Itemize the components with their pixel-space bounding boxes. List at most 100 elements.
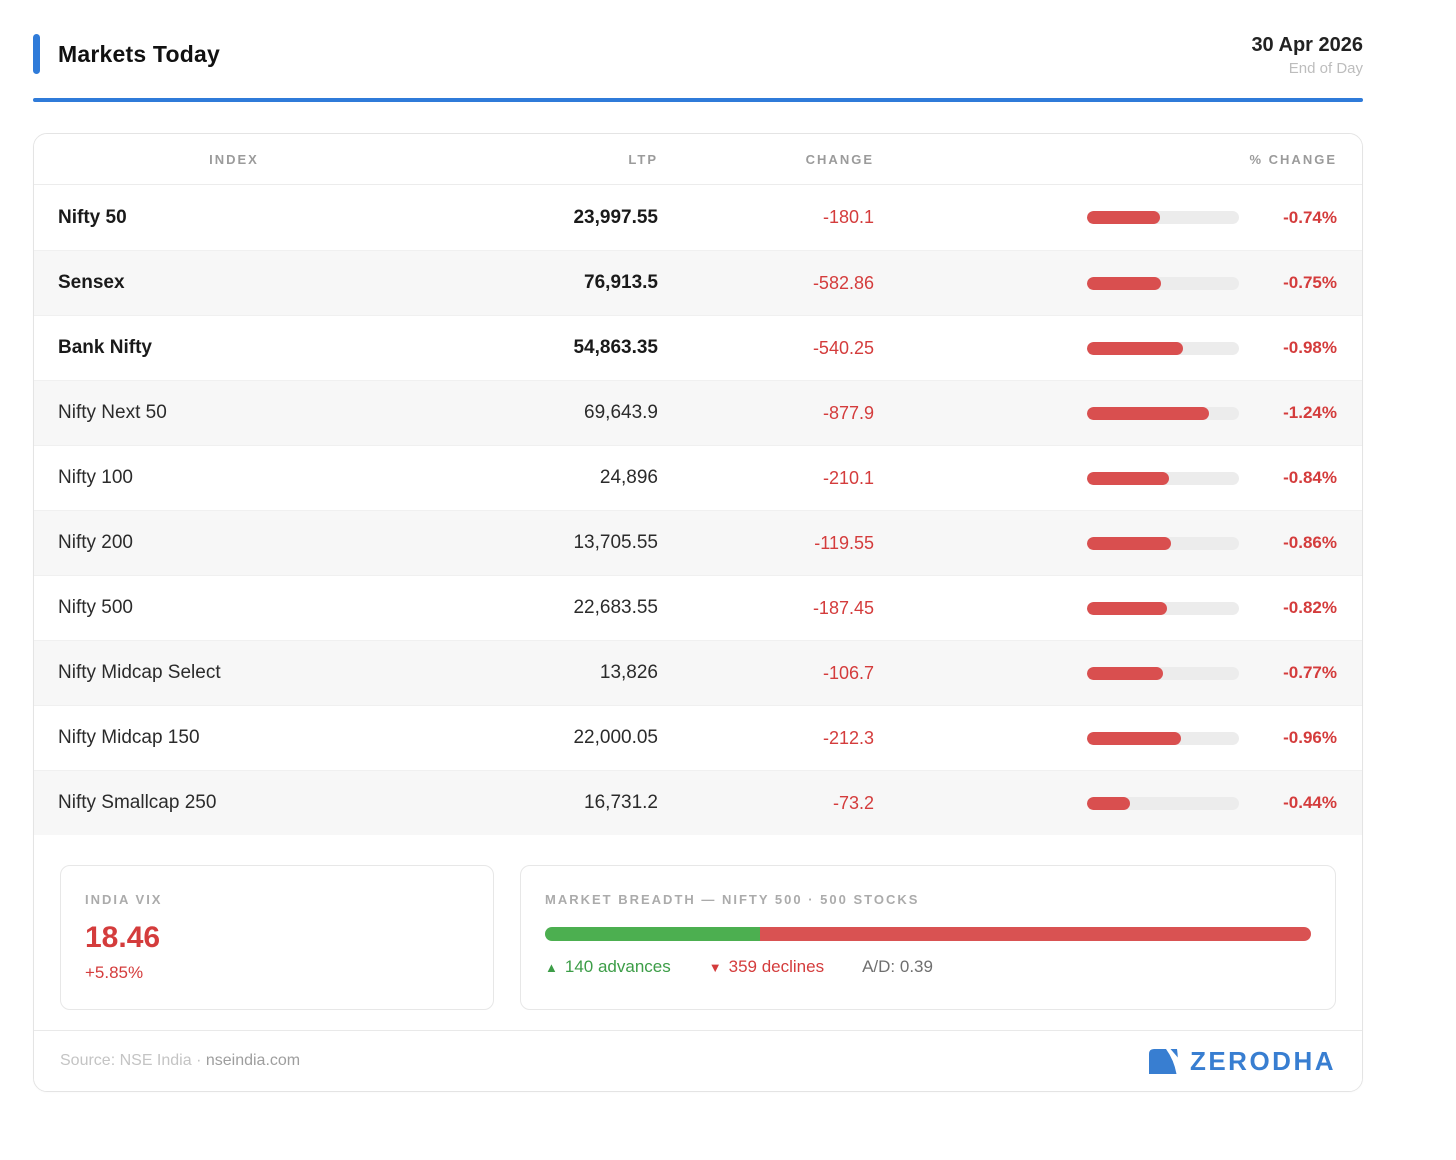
change-value: -582.86 [812, 272, 874, 293]
pct-change-value: -0.82% [1283, 598, 1337, 617]
pct-bar-fill [1087, 471, 1170, 485]
up-arrow-icon: ▲ [545, 960, 558, 975]
index-name: Nifty 500 [58, 597, 133, 618]
breadth-title: MARKET BREADTH — NIFTY 500 · 500 STOCKS [545, 892, 920, 907]
ltp-value: 24,896 [599, 467, 658, 488]
pct-change-value: -0.77% [1283, 663, 1337, 682]
pct-bar-fill [1087, 341, 1184, 355]
table-row: Nifty 200 13,705.55 -119.55 -0.86% [34, 510, 1362, 575]
table-row: Nifty Midcap 150 22,000.05 -212.3 -0.96% [34, 705, 1362, 770]
masthead: Markets Today 30 Apr 2026 End of Day [33, 34, 1363, 77]
ltp-value: 54,863.35 [573, 337, 658, 358]
table-body: Nifty 50 23,997.55 -180.1 -0.74% Sensex … [34, 185, 1362, 835]
pct-change-cell: -0.44% [874, 793, 1362, 813]
page-title: Markets Today [58, 40, 220, 67]
index-name: Nifty 200 [58, 532, 133, 553]
advances-label: 140 advances [564, 957, 671, 976]
declines-stat: ▼ 359 declines [709, 957, 824, 977]
pct-bar-track [1087, 731, 1239, 745]
change-value: -877.9 [822, 402, 874, 423]
table-header-row: INDEX LTP CHANGE % CHANGE [34, 134, 1362, 185]
header-rule [33, 98, 1363, 102]
pct-bar-track [1087, 406, 1239, 420]
index-name: Nifty Smallcap 250 [58, 792, 217, 813]
index-name: Nifty Midcap Select [58, 662, 221, 683]
ltp-value: 13,826 [599, 662, 658, 683]
col-header-ltp: LTP [628, 151, 658, 167]
report-subtitle: End of Day [1288, 60, 1363, 77]
vix-title: INDIA VIX [85, 892, 163, 907]
pct-bar-fill [1087, 601, 1168, 615]
declines-bar-segment [759, 927, 1311, 941]
pct-change-value: -0.84% [1283, 468, 1337, 487]
index-name: Nifty Next 50 [58, 402, 167, 423]
ad-ratio: A/D: 0.39 [862, 957, 933, 976]
report-date: 30 Apr 2026 [1251, 34, 1363, 56]
declines-label: 359 declines [728, 957, 825, 976]
ltp-value: 76,913.5 [584, 272, 658, 293]
index-name: Bank Nifty [58, 337, 152, 358]
pct-change-value: -0.96% [1283, 728, 1337, 747]
change-value: -180.1 [822, 207, 874, 227]
ltp-value: 22,683.55 [573, 597, 658, 618]
ltp-value: 69,643.9 [584, 402, 658, 423]
change-value: -106.7 [822, 662, 874, 683]
zerodha-logo-icon [1148, 1049, 1178, 1074]
pct-change-cell: -0.77% [874, 663, 1362, 683]
indices-card: INDEX LTP CHANGE % CHANGE Nifty 50 23,99… [33, 133, 1363, 1092]
pct-bar-fill [1087, 536, 1172, 550]
stats-section: INDIA VIX 18.46 +5.85% MARKET BREADTH — … [34, 835, 1362, 1030]
pct-change-cell: -0.96% [874, 728, 1362, 748]
index-name: Nifty 50 [58, 206, 127, 228]
pct-change-value: -0.86% [1283, 533, 1337, 552]
market-breadth-card: MARKET BREADTH — NIFTY 500 · 500 STOCKS … [520, 865, 1336, 1010]
markets-today-page: Markets Today 30 Apr 2026 End of Day IND… [33, 34, 1363, 1092]
advances-stat: ▲ 140 advances [545, 957, 671, 977]
pct-change-value: -0.74% [1283, 207, 1337, 227]
change-value: -540.25 [812, 337, 874, 358]
source-text: Source: NSE India · nseindia.com [60, 1052, 300, 1070]
change-value: -212.3 [822, 727, 874, 748]
pct-bar-track [1087, 471, 1239, 485]
pct-change-value: -1.24% [1283, 403, 1337, 422]
india-vix-card: INDIA VIX 18.46 +5.85% [60, 865, 494, 1010]
breadth-stats: ▲ 140 advances ▼ 359 declines A/D: 0.39 [545, 957, 1311, 977]
pct-change-cell: -0.86% [874, 533, 1362, 553]
pct-bar-track [1087, 211, 1239, 224]
index-name: Nifty 100 [58, 467, 133, 488]
ltp-value: 23,997.55 [573, 206, 658, 228]
col-header-pct-change: % CHANGE [1249, 151, 1337, 167]
col-header-change: CHANGE [805, 151, 874, 167]
pct-bar-track [1087, 601, 1239, 615]
advances-bar-segment [545, 927, 760, 941]
pct-bar-fill [1087, 731, 1182, 745]
table-row: Bank Nifty 54,863.35 -540.25 -0.98% [34, 315, 1362, 380]
ltp-value: 13,705.55 [573, 532, 658, 553]
pct-change-cell: -0.75% [874, 273, 1362, 293]
pct-bar-track [1087, 341, 1239, 355]
pct-change-value: -0.44% [1283, 793, 1337, 812]
source-link[interactable]: nseindia.com [205, 1052, 301, 1069]
change-value: -119.55 [814, 532, 874, 553]
table-row: Nifty 50 23,997.55 -180.1 -0.74% [34, 185, 1362, 250]
pct-change-cell: -0.82% [874, 598, 1362, 618]
pct-change-cell: -1.24% [874, 403, 1362, 423]
down-arrow-icon: ▼ [708, 960, 722, 975]
table-row: Nifty Midcap Select 13,826 -106.7 -0.77% [34, 640, 1362, 705]
table-row: Nifty 100 24,896 -210.1 -0.84% [34, 445, 1362, 510]
pct-change-value: -0.75% [1283, 273, 1337, 292]
title-accent-bar [33, 34, 40, 74]
change-value: -187.45 [812, 597, 874, 618]
pct-bar-fill [1087, 406, 1209, 420]
ltp-value: 16,731.2 [584, 792, 658, 813]
pct-change-cell: -0.98% [874, 338, 1362, 358]
pct-bar-fill [1087, 796, 1131, 810]
pct-bar-track [1087, 796, 1239, 810]
breadth-bar [545, 927, 1311, 941]
change-value: -210.1 [822, 467, 874, 488]
pct-bar-fill [1087, 211, 1160, 224]
pct-bar-fill [1087, 276, 1161, 290]
card-footer: Source: NSE India · nseindia.com ZERODHA [34, 1030, 1362, 1091]
pct-bar-track [1087, 666, 1239, 680]
brand: ZERODHA [1146, 1046, 1336, 1077]
